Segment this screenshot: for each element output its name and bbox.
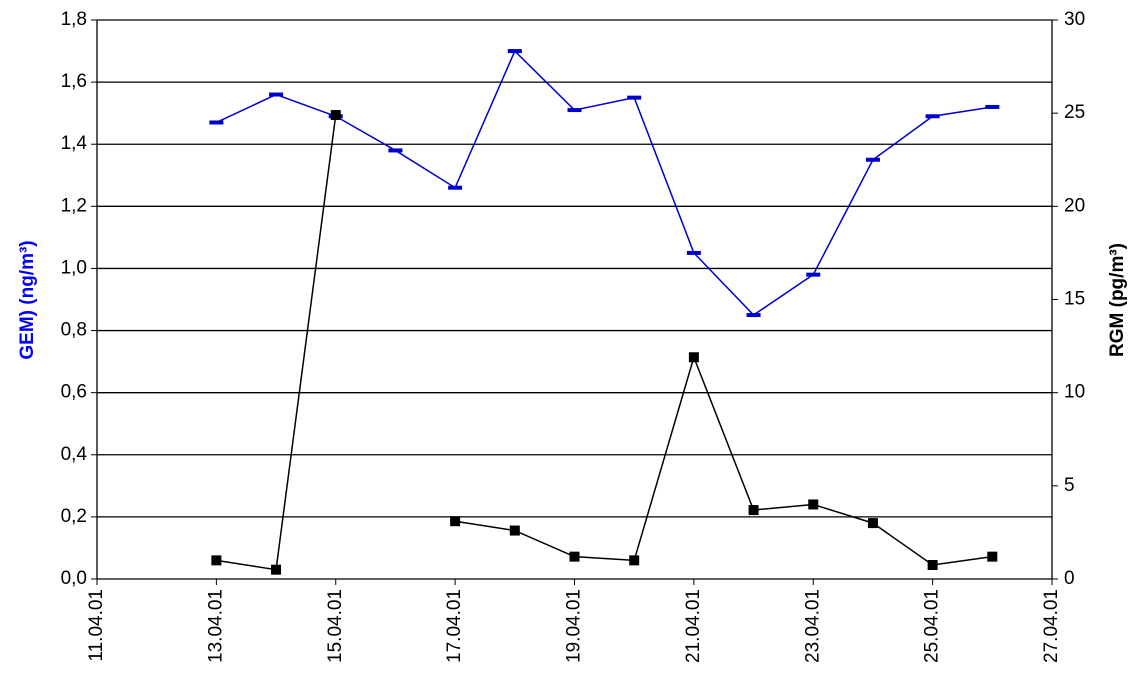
y2-tick-label: 0 — [1064, 568, 1075, 589]
y2-tick-label: 30 — [1064, 9, 1085, 30]
point — [271, 564, 282, 575]
y-tick-label: 1,2 — [61, 195, 87, 216]
y-tick-label: 1,0 — [61, 257, 87, 278]
y-tick-label: 1,4 — [61, 133, 88, 154]
y-tick-label: 0,6 — [61, 382, 87, 403]
y2-tick-label: 10 — [1064, 382, 1085, 403]
point — [209, 120, 224, 125]
point — [269, 92, 284, 97]
y2-tick-label: 15 — [1064, 289, 1085, 310]
point — [450, 516, 461, 527]
y2-axis-title: RGM (pg/m³) — [1107, 243, 1128, 357]
x-tick-label: 11.04.01 — [86, 589, 107, 662]
point — [448, 185, 463, 190]
y-tick-label: 1,8 — [61, 9, 87, 30]
point — [509, 525, 520, 536]
x-tick-label: 13.04.01 — [205, 589, 226, 663]
y-tick-label: 0,2 — [61, 506, 87, 527]
x-tick-label: 25.04.01 — [922, 589, 943, 663]
series-line — [216, 114, 993, 571]
y-tick-label: 0,8 — [61, 320, 87, 341]
point — [629, 555, 640, 566]
point — [388, 148, 403, 153]
point — [808, 499, 819, 510]
y2-tick-label: 25 — [1064, 102, 1085, 123]
y-tick-label: 0,0 — [61, 568, 87, 589]
y-tick-label: 0,4 — [61, 444, 88, 465]
x-tick-label: 19.04.01 — [564, 589, 585, 663]
point — [686, 250, 701, 255]
y2-tick-label: 5 — [1064, 475, 1075, 496]
point — [688, 352, 699, 363]
x-tick-label: 15.04.01 — [325, 589, 346, 663]
y2-tick-label: 20 — [1064, 195, 1085, 216]
x-tick-label: 27.04.01 — [1041, 589, 1062, 663]
point — [746, 313, 761, 318]
x-tick-label: 21.04.01 — [683, 589, 704, 663]
series-line — [216, 49, 993, 317]
point — [507, 49, 522, 54]
y-axis-title: GEM) (ng/m³) — [17, 240, 38, 359]
point — [865, 157, 880, 162]
point — [569, 551, 580, 562]
point — [925, 114, 940, 119]
x-tick-label: 17.04.01 — [444, 589, 465, 663]
point — [985, 104, 1000, 109]
point — [330, 110, 341, 121]
point — [806, 272, 821, 277]
point — [927, 560, 938, 571]
point — [627, 95, 642, 100]
y-tick-label: 1,6 — [61, 71, 87, 92]
point — [567, 108, 582, 113]
point — [987, 551, 998, 562]
x-tick-label: 23.04.01 — [802, 589, 823, 663]
point — [748, 505, 759, 516]
point — [867, 518, 878, 529]
point — [211, 555, 222, 566]
